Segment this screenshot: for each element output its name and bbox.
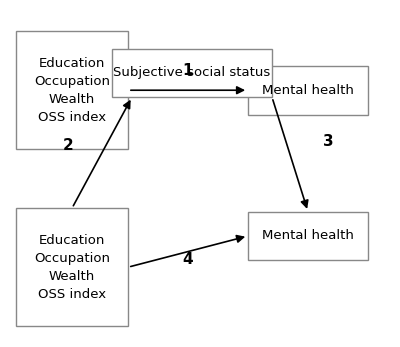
Text: 3: 3 — [323, 134, 333, 149]
Text: Subjective social status: Subjective social status — [113, 66, 271, 79]
Text: 4: 4 — [183, 252, 193, 267]
FancyBboxPatch shape — [248, 66, 368, 115]
Text: Education
Occupation
Wealth
OSS index: Education Occupation Wealth OSS index — [34, 234, 110, 301]
Text: 2: 2 — [63, 138, 73, 153]
Text: Education
Occupation
Wealth
OSS index: Education Occupation Wealth OSS index — [34, 57, 110, 124]
FancyBboxPatch shape — [16, 31, 128, 149]
FancyBboxPatch shape — [248, 212, 368, 260]
FancyBboxPatch shape — [112, 49, 272, 97]
Text: 1: 1 — [183, 63, 193, 78]
Text: Mental health: Mental health — [262, 229, 354, 243]
Text: Mental health: Mental health — [262, 84, 354, 97]
FancyBboxPatch shape — [16, 208, 128, 326]
